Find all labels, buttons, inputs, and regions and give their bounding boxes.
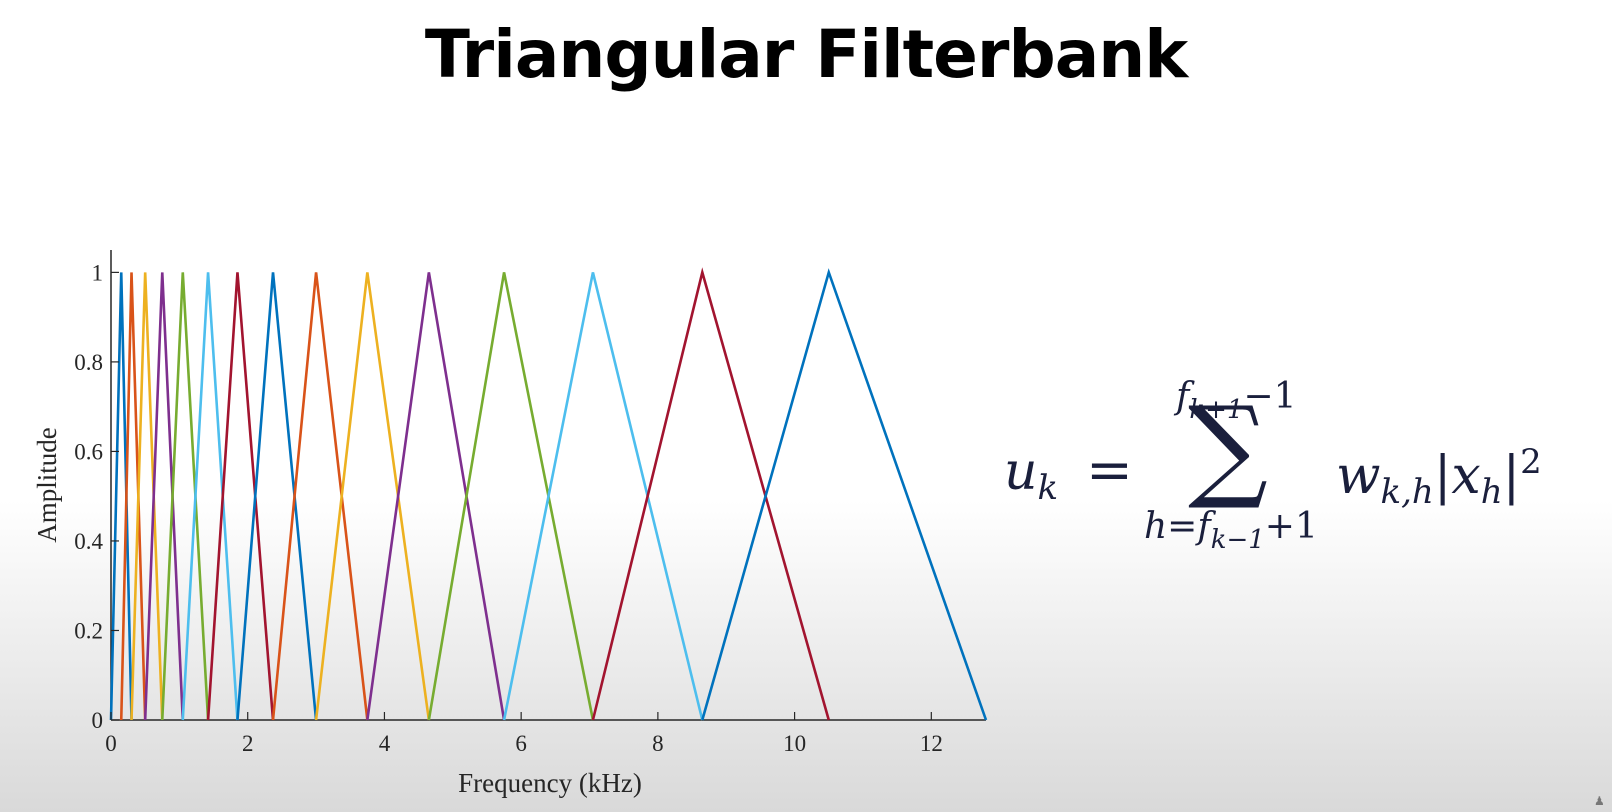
x-tick-label: 4 bbox=[379, 731, 391, 756]
x-tick-label: 6 bbox=[515, 731, 527, 756]
x-tick-label: 0 bbox=[105, 731, 117, 756]
formula-rhs: wk,h|xh|2 bbox=[1336, 442, 1542, 512]
filter-line-15 bbox=[701, 268, 988, 721]
y-axis-label: Amplitude bbox=[32, 427, 62, 543]
filterbank-formula: uk = fk+1−1 ∑ h=fk−1+1 wk,h|xh|2 bbox=[990, 372, 1590, 572]
chart-series bbox=[109, 267, 988, 721]
formula-equals: = bbox=[1086, 438, 1133, 503]
filter-line-7 bbox=[206, 272, 275, 721]
filter-line-9 bbox=[271, 272, 369, 721]
filter-line-10 bbox=[314, 272, 431, 721]
filter-line-11 bbox=[366, 272, 506, 721]
y-tick-label: 0.4 bbox=[74, 529, 103, 554]
filter-line-8 bbox=[236, 272, 318, 721]
chart-ticks: 0 2 4 6 8 10 12 0 0.2 0.4 0.6 0.8 1 bbox=[74, 260, 943, 756]
y-tick-label: 0.2 bbox=[74, 618, 103, 643]
formula-upper-limit: fk+1−1 bbox=[1176, 376, 1297, 425]
y-tick-label: 0.8 bbox=[74, 350, 103, 375]
filter-line-3 bbox=[130, 272, 164, 721]
filter-line-12 bbox=[427, 272, 595, 721]
slide-title: Triangular Filterbank bbox=[424, 16, 1188, 93]
x-tick-label: 10 bbox=[783, 731, 806, 756]
x-tick-label: 2 bbox=[242, 731, 254, 756]
filter-line-6 bbox=[181, 272, 239, 721]
y-tick-label: 1 bbox=[92, 260, 104, 285]
formula-lhs: uk bbox=[1004, 442, 1059, 508]
x-axis-label: Frequency (kHz) bbox=[458, 768, 642, 798]
y-tick-label: 0 bbox=[92, 708, 104, 733]
x-tick-label: 12 bbox=[920, 731, 943, 756]
formula-lower-limit: h=fk−1+1 bbox=[1144, 506, 1318, 555]
summation-icon: ∑ bbox=[1188, 383, 1268, 513]
filter-line-14 bbox=[591, 267, 831, 721]
filter-line-2 bbox=[119, 272, 147, 721]
chart-axes bbox=[110, 250, 986, 721]
filter-line-1 bbox=[109, 272, 133, 721]
filter-line-13 bbox=[502, 272, 704, 721]
x-tick-label: 8 bbox=[652, 731, 664, 756]
filter-line-4 bbox=[143, 272, 185, 721]
person-icon: ♟ bbox=[1594, 794, 1605, 808]
filter-line-5 bbox=[160, 272, 210, 721]
y-tick-label: 0.6 bbox=[74, 439, 103, 464]
